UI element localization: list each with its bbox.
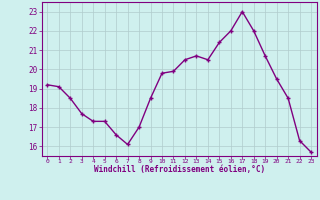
X-axis label: Windchill (Refroidissement éolien,°C): Windchill (Refroidissement éolien,°C) bbox=[94, 165, 265, 174]
